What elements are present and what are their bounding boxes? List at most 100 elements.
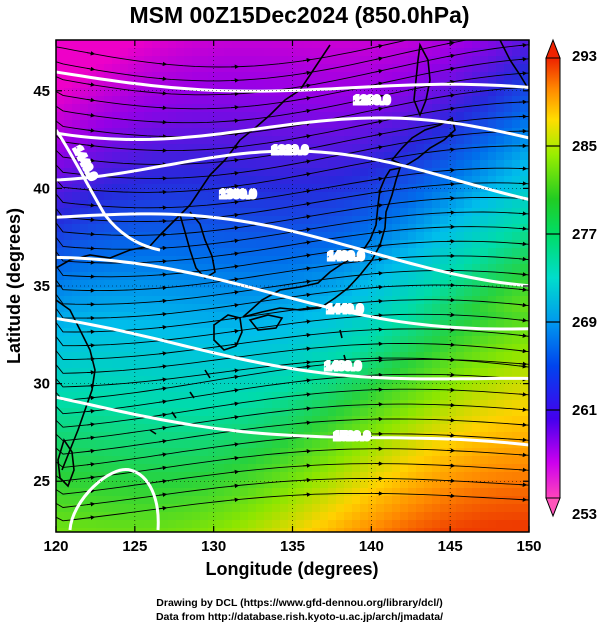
coast-ryukyu-1 (204, 369, 211, 379)
streamline-arrow (230, 158, 240, 163)
streamline-arrow (230, 455, 240, 461)
coast-ryukyu-2 (189, 391, 195, 399)
streamline-arrow (86, 515, 96, 520)
streamline-arrow (230, 368, 240, 373)
x-axis-label: Longitude (degrees) (205, 559, 378, 579)
streamline-arrow (158, 311, 168, 317)
grid (56, 40, 529, 532)
streamline-arrow (86, 128, 96, 133)
y-tick-label: 30 (33, 376, 50, 393)
streamline-arrow (302, 332, 312, 338)
contour-label: 1360.0 (220, 187, 257, 201)
streamline-arrow (230, 316, 240, 321)
streamline-arrow (302, 159, 312, 164)
streamline-arrow (158, 412, 168, 418)
streamline-arrow (374, 176, 384, 182)
streamline-arrow (230, 171, 240, 176)
streamline-arrow (158, 506, 168, 511)
contour-label: 1440.0 (327, 302, 364, 316)
streamline-arrow (86, 475, 96, 480)
streamline-arrow (374, 119, 384, 124)
streamline-arrow (158, 439, 168, 444)
colorbar-top-arrow (545, 38, 561, 59)
streamline-arrow (374, 81, 384, 86)
streamline-arrow (86, 51, 96, 56)
coast-ryukyu-3 (171, 411, 177, 419)
streamline-arrow (230, 264, 240, 269)
streamline-arrow (230, 238, 240, 244)
streamline-arrow (230, 251, 240, 256)
colorbar-tick-label: 293 (572, 48, 597, 65)
streamline-arrow (302, 266, 312, 271)
streamline-arrow (158, 452, 168, 457)
contour-line (56, 212, 529, 288)
coast-izu-1 (339, 329, 343, 339)
x-tick-label: 145 (438, 538, 463, 555)
streamline-arrow (518, 287, 528, 292)
streamline-arrow (302, 364, 312, 369)
y-axis-ticks: 25 30 35 40 45 (33, 83, 529, 490)
streamline-arrow (158, 386, 168, 391)
streamline-arrow (230, 483, 240, 489)
x-tick-label: 140 (359, 538, 384, 555)
contour-label: 1400.0 (328, 249, 365, 263)
contour-line (56, 116, 529, 141)
streamline-arrow (158, 399, 168, 404)
streamline-arrow (518, 364, 528, 369)
streamline-arrow (374, 132, 384, 137)
streamline-arrow (518, 302, 528, 308)
streamline-arrow (302, 134, 312, 139)
streamline-arrow (86, 408, 96, 414)
streamline-arrow (230, 118, 240, 123)
streamline-arrow (518, 318, 528, 323)
coast-kamchatka (499, 40, 529, 91)
streamline-arrow (302, 201, 312, 207)
streamline-arrow (302, 70, 312, 76)
streamline-arrow (158, 325, 168, 330)
colorbar-tick-label: 269 (572, 314, 597, 331)
streamline-arrow (302, 227, 312, 232)
contour-line (56, 70, 529, 93)
contour-line (56, 129, 161, 252)
streamline-arrow (158, 285, 168, 291)
streamline-arrow (86, 422, 96, 427)
streamline-arrow (230, 401, 240, 407)
coast-izu-2 (343, 354, 347, 363)
streamline-arrow (518, 256, 528, 262)
streamline-arrow (230, 497, 240, 503)
streamline-arrow (86, 158, 96, 163)
x-tick-label: 135 (280, 538, 305, 555)
x-tick-label: 125 (122, 538, 147, 555)
streamline-arrow (86, 173, 96, 178)
coast-shikoku (248, 314, 284, 331)
y-tick-label: 45 (33, 83, 50, 100)
contour-line (56, 255, 529, 331)
x-tick-label: 150 (516, 538, 541, 555)
coast-korea (179, 211, 216, 280)
streamline-arrow (230, 131, 240, 137)
streamline-arrow (374, 44, 384, 49)
streamline-arrow (86, 462, 96, 467)
coast-asia (56, 44, 331, 269)
contour-line (56, 395, 529, 447)
streamline-arrow (230, 374, 240, 380)
streamline-arrow (302, 360, 312, 365)
streamline-arrow (518, 43, 528, 48)
streamline-arrow (518, 272, 528, 277)
chart-title: MSM 00Z15Dec2024 (850.0hPa) (129, 2, 470, 28)
streamline-arrow (374, 56, 384, 61)
streamline-arrow (302, 188, 312, 194)
streamline-arrow (302, 108, 312, 114)
y-tick-label: 25 (33, 473, 50, 490)
streamline-arrow (302, 214, 312, 219)
streamline-arrow (86, 448, 96, 454)
colorbar-body (545, 57, 561, 499)
coast-ryukyu-4 (149, 429, 157, 435)
streamline-arrow (230, 442, 240, 447)
x-axis-ticks: 120 125 130 135 140 145 150 (43, 40, 542, 555)
streamline-arrow (230, 184, 240, 189)
coast-china-east (56, 299, 96, 471)
streamline-arrow (374, 229, 384, 235)
streamline-arrow (230, 212, 240, 218)
streamline-arrow (446, 79, 456, 85)
